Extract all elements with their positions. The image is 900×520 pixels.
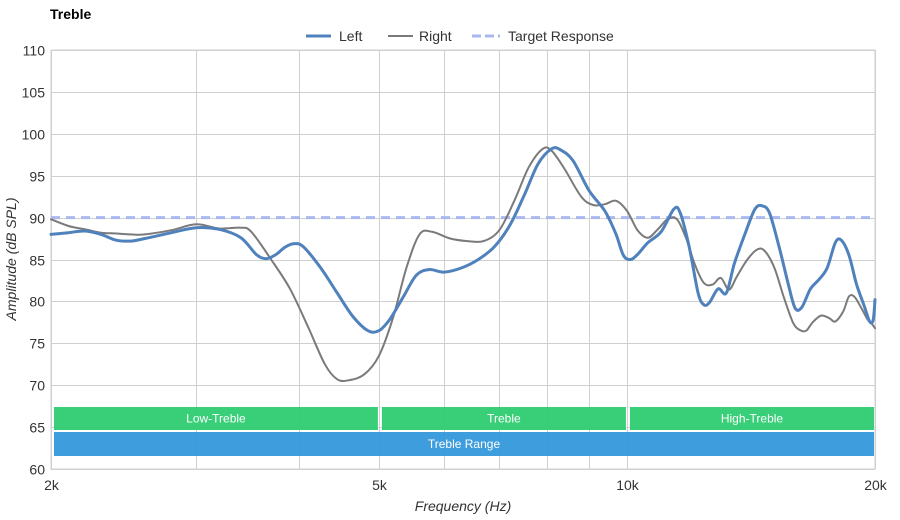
band-low-treble [54, 407, 378, 430]
legend: Left Right Target Response [306, 28, 614, 44]
axis-ticks: 60 65 70 75 80 85 90 95 100 105 110 2k 5k 10k 20k [22, 43, 888, 494]
band-treble-range [54, 432, 874, 456]
y-tick-label: 95 [29, 169, 45, 185]
band-high-treble [629, 407, 874, 430]
band-label: Treble Range [428, 437, 501, 451]
frequency-bands: Low-Treble Treble High-Treble Treble Range [54, 407, 874, 456]
series-line-left [49, 146, 877, 334]
y-tick-label: 105 [22, 85, 46, 101]
y-tick-label: 85 [29, 253, 45, 269]
legend-label: Target Response [508, 28, 614, 44]
x-tick-label: 10k [616, 477, 640, 493]
y-tick-label: 75 [29, 336, 45, 352]
chart-title: Treble [50, 6, 91, 22]
y-tick-label: 80 [29, 294, 45, 310]
band-label: High-Treble [721, 412, 784, 426]
grid [50, 49, 876, 470]
band-label: Low-Treble [186, 412, 246, 426]
x-tick-label: 5k [372, 477, 388, 493]
series-line-right [50, 146, 876, 383]
x-axis-title: Frequency (Hz) [415, 498, 511, 514]
band-treble [381, 407, 626, 430]
band-label: Treble [487, 412, 521, 426]
y-tick-label: 100 [22, 127, 46, 143]
series-lines [49, 146, 877, 383]
y-tick-label: 70 [29, 378, 45, 394]
y-tick-label: 90 [29, 211, 45, 227]
y-tick-label: 65 [29, 420, 45, 436]
x-tick-label: 20k [864, 477, 888, 493]
y-tick-label: 60 [29, 462, 45, 478]
plot-frame [50, 49, 876, 470]
legend-label: Right [419, 28, 452, 44]
x-tick-label: 2k [44, 477, 60, 493]
y-tick-label: 110 [23, 43, 46, 59]
legend-label: Left [339, 28, 362, 44]
y-axis-title: Amplitude (dB SPL) [3, 198, 19, 322]
